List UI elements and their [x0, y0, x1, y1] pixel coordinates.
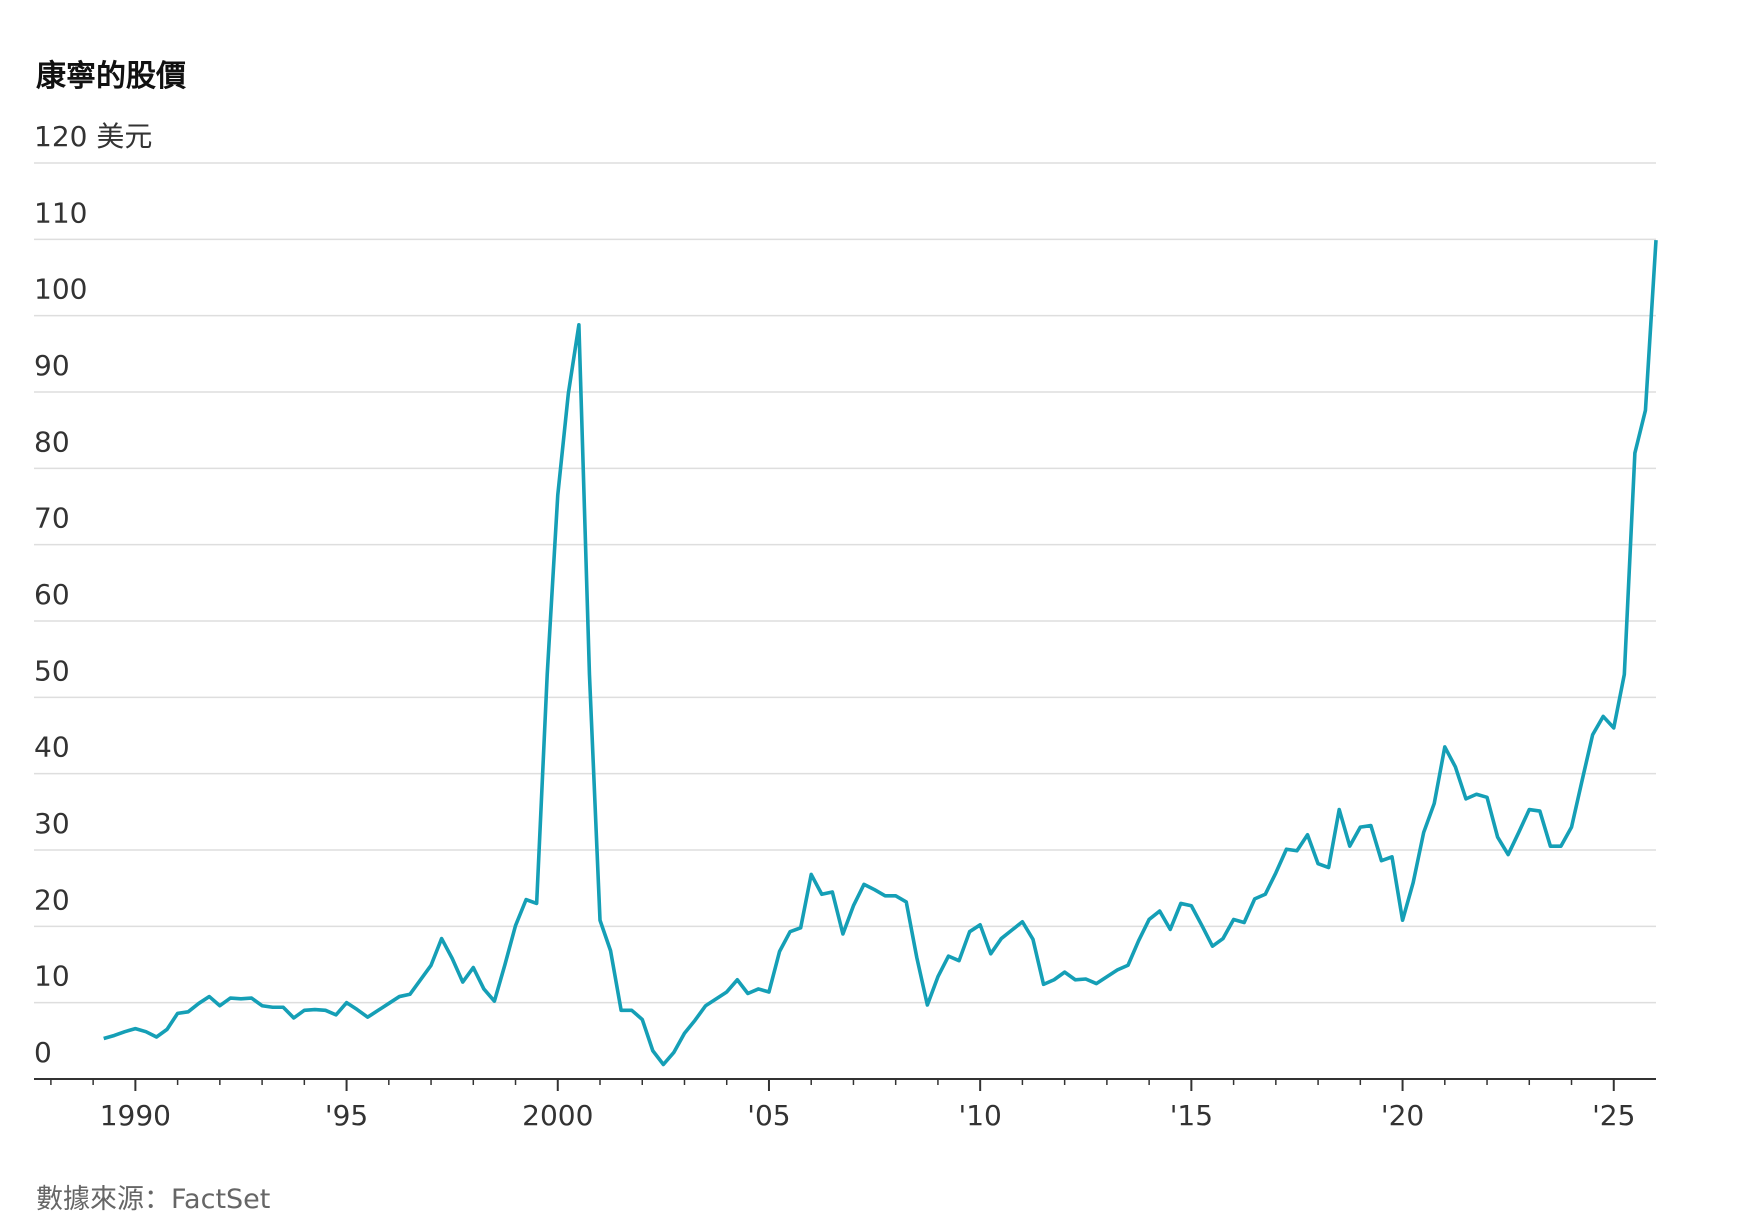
y-tick-label: 80: [34, 425, 70, 458]
y-tick-label: 90: [34, 349, 70, 382]
x-tick-label: '10: [959, 1099, 1002, 1132]
y-tick-label: 60: [34, 578, 70, 611]
price-line: [103, 239, 1658, 1067]
chart-title: 康寧的股價: [36, 59, 186, 94]
source: 數據來源：FactSet: [36, 1184, 270, 1215]
x-tick-label: '05: [747, 1099, 790, 1132]
x-tick-label: '95: [325, 1099, 368, 1132]
x-tick-label: '15: [1170, 1099, 1213, 1132]
y-tick-label: 120 美元: [34, 120, 152, 153]
y-tick-label: 110: [34, 196, 87, 229]
y-tick-label: 40: [34, 731, 70, 764]
x-tick-label: '25: [1592, 1099, 1635, 1132]
y-tick-label: 100: [34, 273, 87, 306]
y-tick-label: 10: [34, 960, 70, 993]
y-tick-label: 30: [34, 807, 70, 840]
x-tick-label: 1990: [100, 1099, 171, 1132]
y-tick-label: 0: [34, 1036, 52, 1069]
x-tick-label: 2000: [522, 1099, 593, 1132]
x-tick-label: '20: [1381, 1099, 1424, 1132]
y-tick-label: 50: [34, 654, 70, 687]
y-tick-label: 20: [34, 883, 70, 916]
y-tick-label: 70: [34, 502, 70, 535]
